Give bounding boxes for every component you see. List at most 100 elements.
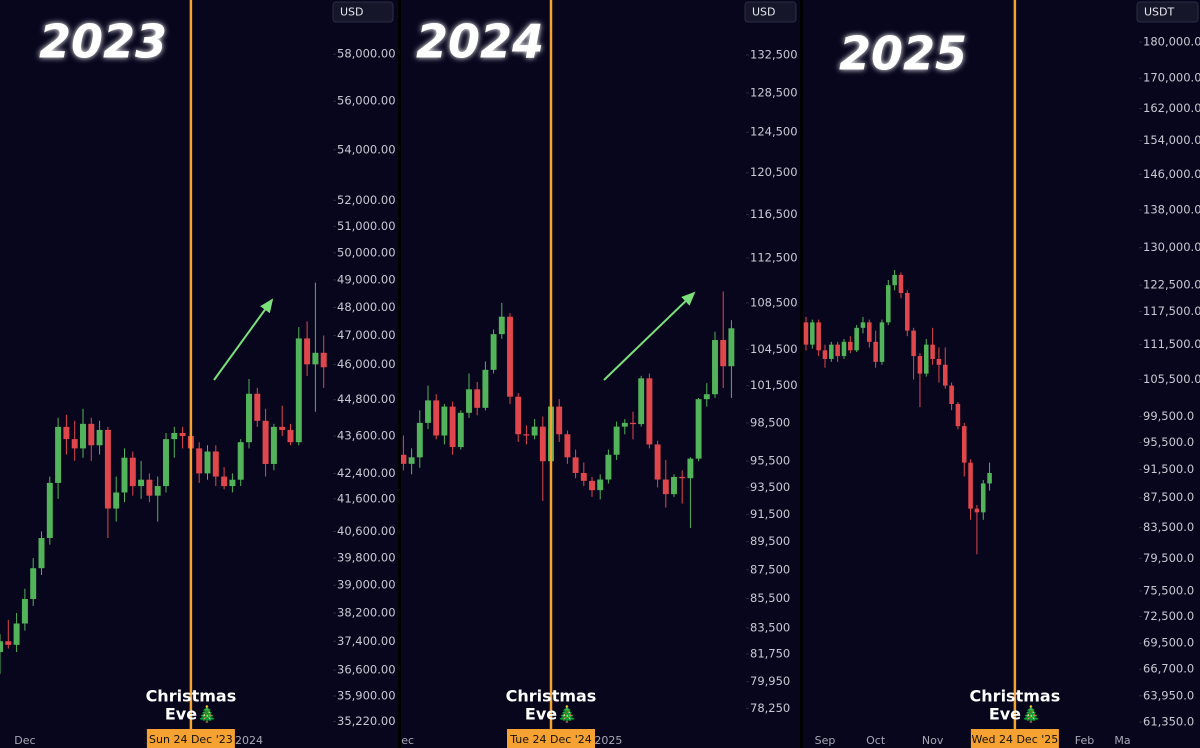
- y-tick-label: 124,500: [750, 125, 798, 139]
- candle-body: [556, 406, 563, 435]
- candle-body: [961, 426, 967, 463]
- candle-body: [287, 429, 294, 443]
- y-tick-label: 50,000.00: [337, 245, 396, 259]
- candle-body: [898, 274, 904, 293]
- y-tick-label: 79,950: [750, 674, 790, 688]
- candle-body: [401, 454, 407, 464]
- candle-body: [408, 457, 415, 464]
- currency-label: USDT: [1144, 6, 1175, 19]
- candle-body: [204, 451, 211, 474]
- x-tick-label: 2025: [594, 734, 622, 747]
- candle-body: [46, 482, 53, 539]
- event-annotation: Christmas: [506, 687, 597, 706]
- panel-background: [803, 0, 1200, 748]
- candle-body: [425, 400, 431, 423]
- y-tick-label: 72,500.0: [1143, 609, 1194, 623]
- x-tick-label: Ma: [1114, 734, 1130, 747]
- y-tick-label: 47,000.00: [337, 328, 396, 342]
- y-tick-label: 120,500: [750, 165, 798, 179]
- candle-body: [905, 292, 910, 331]
- y-tick-label: 63,950.0: [1143, 688, 1194, 702]
- candle-body: [892, 274, 897, 286]
- candle-body: [886, 285, 891, 323]
- candle-body: [312, 352, 319, 365]
- y-tick-label: 48,000.00: [337, 300, 396, 314]
- candle-body: [171, 432, 178, 440]
- y-tick-label: 87,500.0: [1143, 490, 1194, 504]
- candle-body: [104, 429, 111, 509]
- x-tick-label: Oct: [866, 734, 886, 747]
- y-tick-label: 111,500.0: [1143, 337, 1200, 351]
- candle-body: [942, 364, 948, 386]
- y-tick-label: 130,000.0: [1143, 240, 1200, 254]
- y-tick-label: 91,500: [750, 507, 790, 521]
- y-tick-label: 38,200.00: [337, 605, 396, 619]
- candle-body: [539, 426, 546, 462]
- y-tick-label: 42,400.00: [337, 466, 396, 480]
- candle-body: [262, 420, 269, 464]
- y-tick-label: 108,500: [750, 295, 798, 309]
- candle-body: [320, 352, 327, 368]
- candle-body: [113, 492, 120, 509]
- candle-body: [138, 479, 145, 487]
- candle-body: [13, 623, 20, 645]
- y-tick-label: 180,000.0: [1143, 35, 1200, 49]
- candle-body: [911, 330, 916, 357]
- candle-body: [980, 483, 986, 513]
- y-tick-label: 116,500: [750, 207, 798, 221]
- candle-body: [621, 422, 628, 427]
- y-tick-label: 112,500: [750, 250, 798, 264]
- y-tick-label: 39,000.00: [337, 578, 396, 592]
- x-tick-label: Dec: [14, 734, 35, 747]
- candle-body: [490, 334, 497, 370]
- candle-body: [662, 479, 669, 495]
- event-annotation: Eve🎄: [165, 705, 217, 724]
- y-tick-label: 132,500: [750, 47, 798, 61]
- candle-body: [96, 429, 103, 446]
- candle-body: [474, 389, 481, 408]
- x-tick-label: 2024: [235, 734, 263, 747]
- y-tick-label: 91,500.0: [1143, 462, 1194, 476]
- candle-body: [482, 369, 489, 408]
- candle-body: [867, 322, 872, 342]
- candle-body: [974, 508, 980, 513]
- y-tick-label: 35,900.00: [337, 689, 396, 703]
- candle-body: [613, 426, 620, 455]
- candle-body: [671, 476, 677, 495]
- candle-body: [449, 406, 456, 448]
- y-tick-label: 49,000.00: [337, 272, 396, 286]
- date-label: Tue 24 Dec '24: [509, 733, 592, 746]
- y-tick-label: 66,700.0: [1143, 662, 1194, 676]
- y-tick-label: 83,500: [750, 620, 790, 634]
- y-tick-label: 87,500: [750, 562, 790, 576]
- y-tick-label: 79,500.0: [1143, 551, 1194, 565]
- y-tick-label: 56,000.00: [337, 94, 396, 108]
- candle-body: [987, 472, 992, 484]
- candle-body: [638, 378, 645, 425]
- candle-body: [30, 568, 37, 600]
- x-tick-label: Sep: [815, 734, 836, 747]
- candle-body: [416, 422, 423, 458]
- event-annotation: Christmas: [970, 687, 1061, 706]
- y-tick-label: 146,000.0: [1143, 167, 1200, 181]
- y-tick-label: 83,500.0: [1143, 520, 1194, 534]
- currency-label: USD: [752, 6, 776, 19]
- candle-body: [687, 458, 694, 479]
- candle-body: [246, 393, 252, 443]
- y-tick-label: 95,500.0: [1143, 435, 1194, 449]
- x-tick-label: Feb: [1075, 734, 1094, 747]
- y-tick-label: 104,500: [750, 342, 798, 356]
- y-tick-label: 58,000.00: [337, 47, 396, 61]
- date-label-box: [507, 729, 595, 748]
- candle-body: [572, 457, 579, 473]
- candle-body: [703, 394, 710, 400]
- currency-box: [744, 1, 797, 23]
- candle-body: [5, 641, 12, 645]
- candle-body: [923, 344, 929, 374]
- x-tick-label: Dec: [393, 734, 414, 747]
- currency-label: USD: [340, 6, 364, 19]
- panel-background: [0, 0, 398, 748]
- y-tick-label: 44,800.00: [337, 392, 396, 406]
- date-label: Wed 24 Dec '25: [971, 733, 1058, 746]
